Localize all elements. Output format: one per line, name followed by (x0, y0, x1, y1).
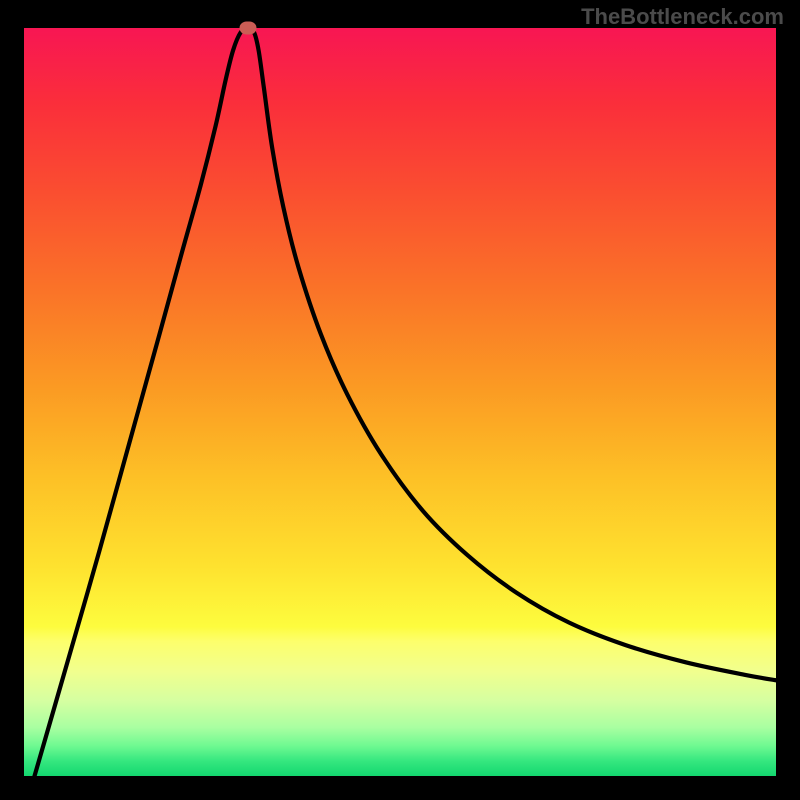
plot-area (24, 28, 776, 776)
bottleneck-curve (24, 28, 776, 776)
watermark-label: TheBottleneck.com (581, 4, 784, 30)
curve-path (35, 28, 776, 776)
minimum-marker (240, 22, 257, 35)
